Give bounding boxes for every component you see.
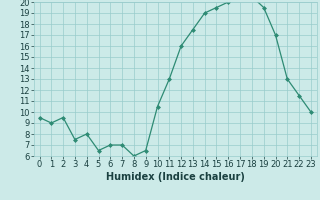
X-axis label: Humidex (Indice chaleur): Humidex (Indice chaleur) xyxy=(106,172,244,182)
